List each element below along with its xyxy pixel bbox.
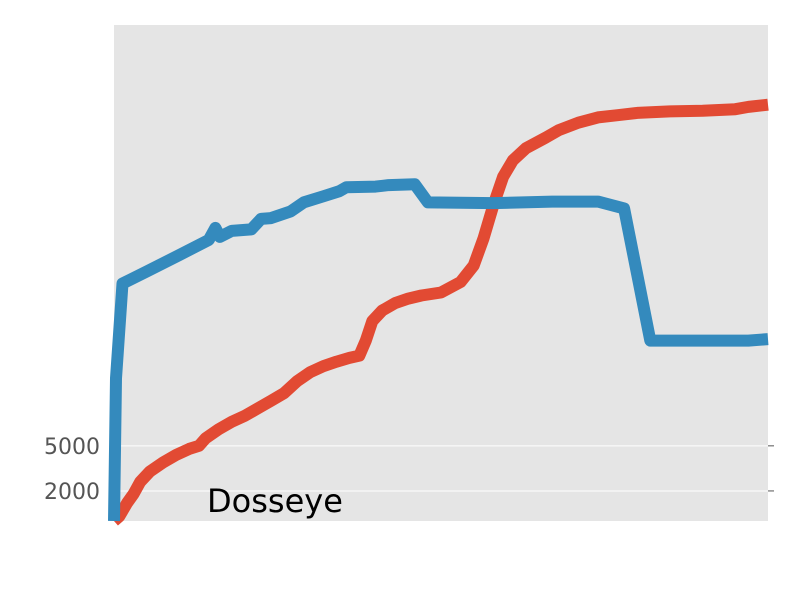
y-axis-ticks: 2000 5000 — [44, 435, 774, 505]
y-tick-label: 5000 — [44, 435, 100, 460]
grid-lines — [114, 445, 768, 492]
series-line-2 — [108, 178, 769, 522]
series-lines — [108, 98, 769, 526]
y-tick-label: 2000 — [44, 480, 100, 505]
annotation-label: Dosseye — [207, 482, 343, 520]
series-line-1 — [110, 98, 769, 526]
plot-background — [114, 25, 768, 521]
